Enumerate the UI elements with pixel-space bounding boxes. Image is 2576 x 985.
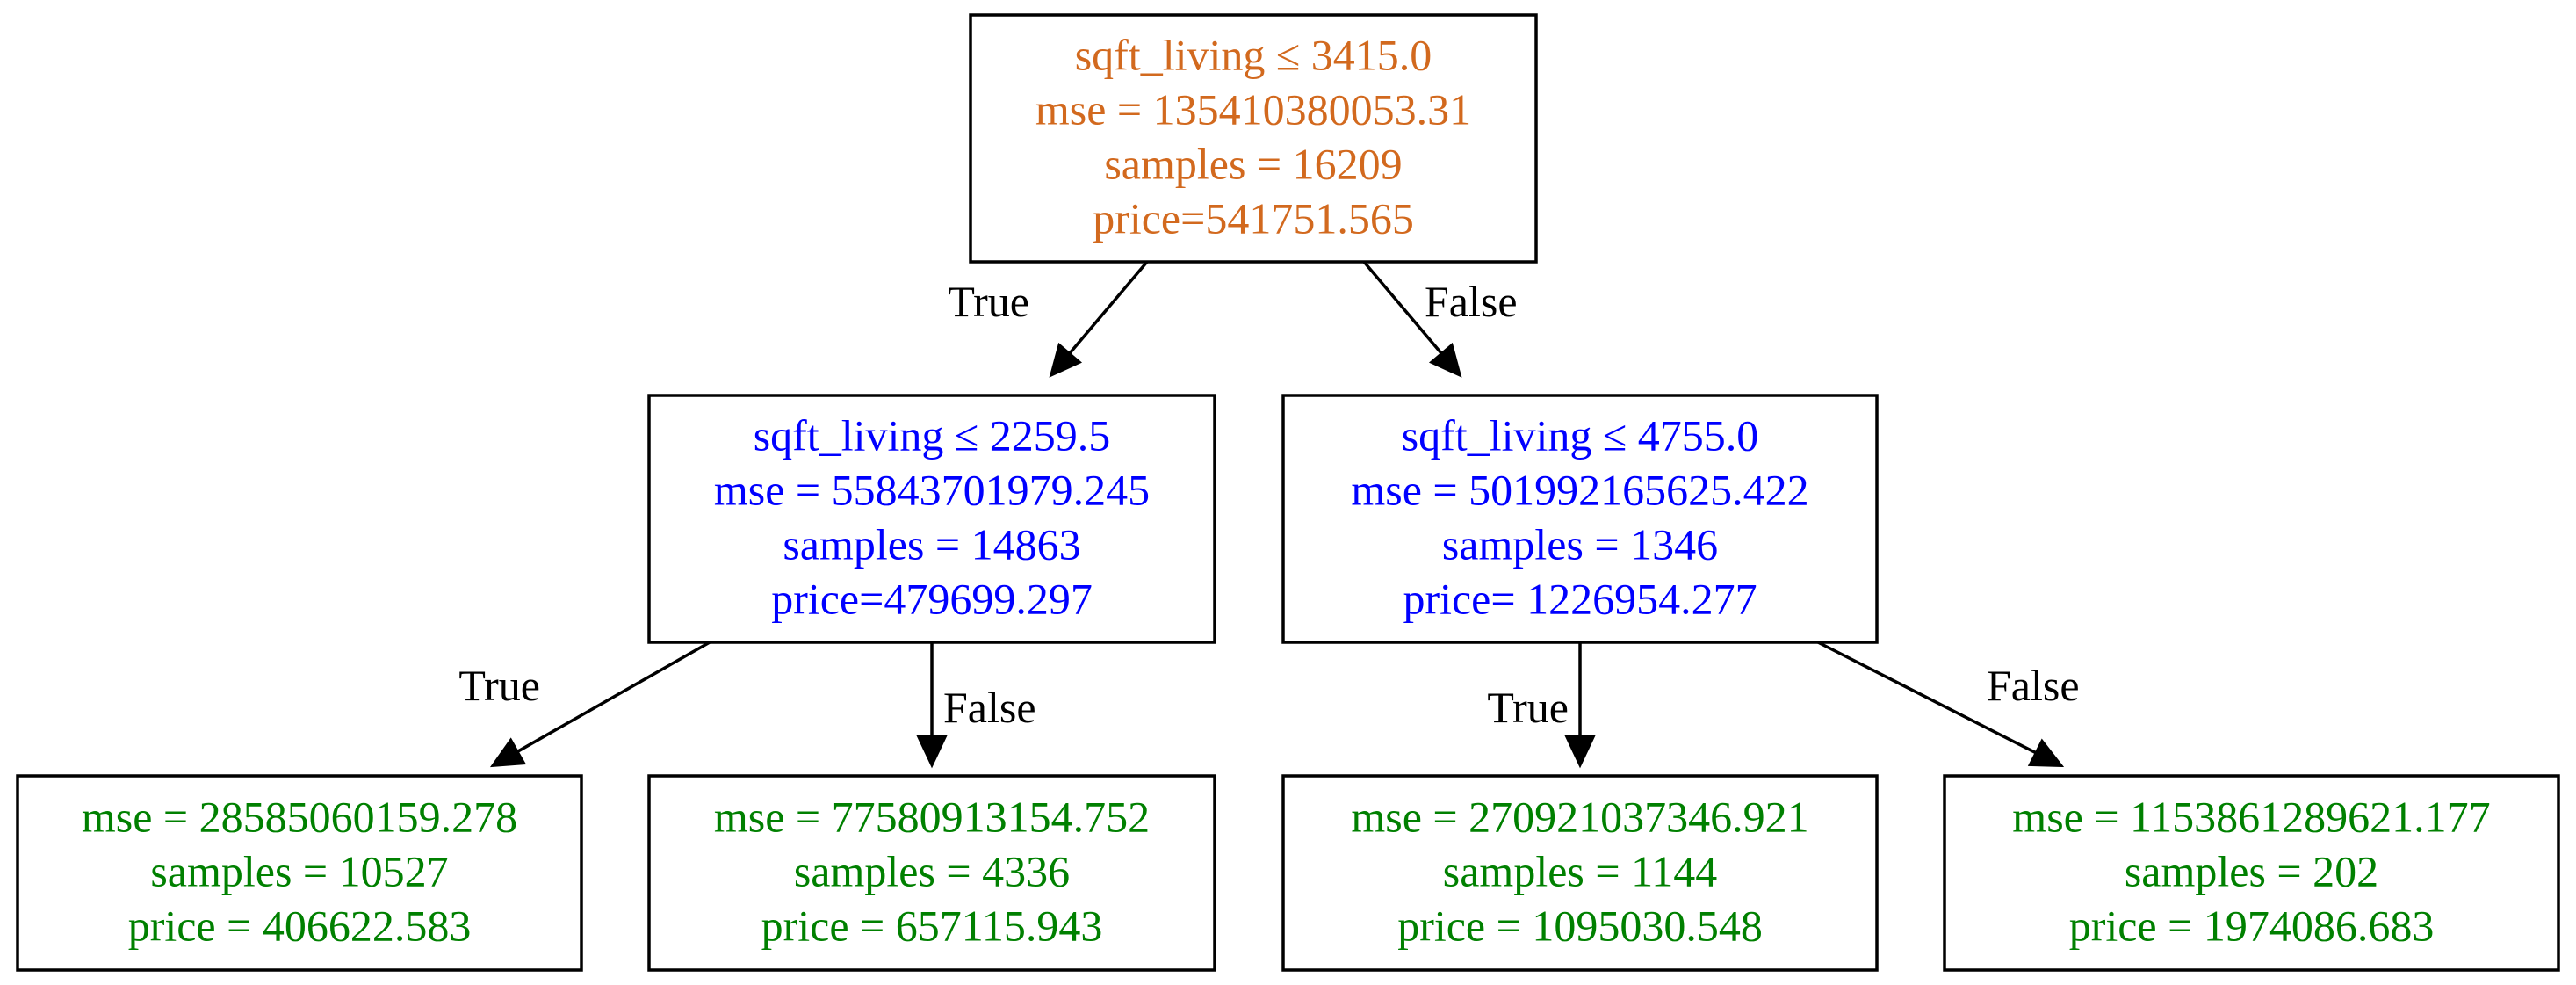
node-line: price = 406622.583	[128, 901, 472, 950]
node-box	[647, 774, 1216, 972]
edge-n2-n5: True	[1487, 642, 1596, 769]
node-line: mse = 135410380053.31	[1035, 84, 1471, 134]
leaf-node-n5: mse = 270921037346.921 samples = 1144 pric…	[1281, 774, 1879, 972]
edge-n2-n6: False	[1817, 641, 2080, 768]
edge-label-true: True	[948, 277, 1029, 326]
edge-line	[1362, 260, 1443, 355]
edge-label-false: False	[1425, 277, 1518, 326]
node-box	[969, 13, 1538, 264]
node-line: sqft_living ≤ 4755.0	[1402, 410, 1759, 460]
node-line: price = 1095030.548	[1397, 901, 1763, 950]
node-box	[1281, 774, 1879, 972]
node-line: samples = 10527	[150, 846, 448, 895]
node-line: mse = 1153861289621.177	[2012, 792, 2490, 841]
edge-line	[516, 641, 711, 753]
arrowhead-icon	[489, 737, 527, 768]
node-line: mse = 28585060159.278	[82, 792, 517, 841]
edge-n1-n4: False	[916, 642, 1036, 769]
arrowhead-icon	[916, 735, 948, 769]
edge-n0-n1: True	[948, 260, 1149, 378]
node-line: samples = 14863	[783, 519, 1080, 569]
edge-label-false: False	[943, 683, 1036, 732]
node-box	[1943, 774, 2560, 972]
node-line: sqft_living ≤ 2259.5	[754, 410, 1111, 460]
node-line: samples = 4336	[794, 846, 1070, 895]
node-line: mse = 77580913154.752	[714, 792, 1150, 841]
node-line: samples = 202	[2125, 846, 2378, 895]
node-line: mse = 270921037346.921	[1351, 792, 1808, 841]
node-box	[16, 774, 583, 972]
node-line: price = 1974086.683	[2069, 901, 2435, 950]
node-box	[1281, 394, 1879, 644]
node-line: price=541751.565	[1093, 193, 1414, 243]
edge-label-true: True	[458, 661, 540, 710]
node-line: samples = 1346	[1442, 519, 1718, 569]
edge-line	[1817, 641, 2037, 755]
node-line: price=479699.297	[771, 574, 1093, 623]
nodes-layer: sqft_living ≤ 3415.0 mse = 135410380053.3…	[16, 13, 2560, 972]
node-line: mse = 501992165625.422	[1351, 465, 1808, 514]
root-node-n0: sqft_living ≤ 3415.0 mse = 135410380053.3…	[969, 13, 1538, 264]
edge-line	[1068, 260, 1149, 355]
leaf-node-n4: mse = 77580913154.752 samples = 4336 price…	[647, 774, 1216, 972]
node-box	[647, 394, 1216, 644]
node-line: price = 657115.943	[761, 901, 1103, 950]
node-line: mse = 55843701979.245	[714, 465, 1150, 514]
split-node-n1: sqft_living ≤ 2259.5 mse = 55843701979.24…	[647, 394, 1216, 644]
leaf-node-n3: mse = 28585060159.278 samples = 10527 pric…	[16, 774, 583, 972]
edge-label-true: True	[1487, 683, 1569, 732]
arrowhead-icon	[1049, 342, 1083, 378]
edge-n1-n3: True	[458, 641, 711, 768]
leaf-node-n6: mse = 1153861289621.177 samples = 202 pric…	[1943, 774, 2560, 972]
node-line: samples = 1144	[1443, 846, 1717, 895]
edge-n0-n2: False	[1362, 260, 1518, 378]
edge-label-false: False	[1987, 661, 2080, 710]
node-line: price= 1226954.277	[1403, 574, 1757, 623]
node-line: sqft_living ≤ 3415.0	[1075, 30, 1432, 79]
arrowhead-icon	[2027, 738, 2065, 768]
arrowhead-icon	[1428, 342, 1462, 378]
arrowhead-icon	[1564, 735, 1596, 769]
edges-layer: True False True False True False	[458, 260, 2080, 769]
split-node-n2: sqft_living ≤ 4755.0 mse = 501992165625.4…	[1281, 394, 1879, 644]
node-line: samples = 16209	[1104, 139, 1402, 188]
